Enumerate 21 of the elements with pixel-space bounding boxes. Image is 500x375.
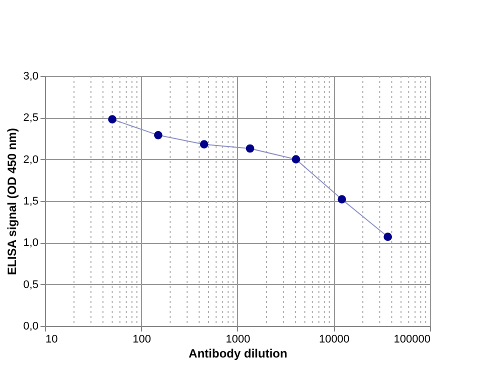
point [108, 115, 116, 124]
x-tick-label: 10 [46, 334, 58, 346]
x-tick-label: 100 [132, 334, 151, 346]
y-tick-label: 1,5 [23, 196, 38, 208]
point [338, 195, 346, 204]
y-axis-title: ELISA signal (OD 450 nm) [5, 128, 20, 275]
point [384, 232, 392, 242]
y-tick-label: 0,0 [23, 320, 38, 332]
point [200, 140, 208, 149]
point [154, 130, 162, 140]
y-tick-label: 3,0 [23, 70, 38, 82]
point [292, 155, 300, 164]
y-tick-label: 2,5 [23, 112, 38, 124]
y-tick-label: 1,0 [23, 237, 38, 250]
x-tick-label: 1000 [226, 334, 250, 346]
y-tick-label: 2,0 [23, 154, 38, 166]
y-tick-label: 0,5 [23, 278, 38, 291]
x-tick-label: 100000 [394, 334, 430, 346]
point [246, 144, 254, 153]
x-tick-label: 10000 [318, 334, 350, 346]
x-axis-title: Antibody dilution [188, 346, 288, 360]
